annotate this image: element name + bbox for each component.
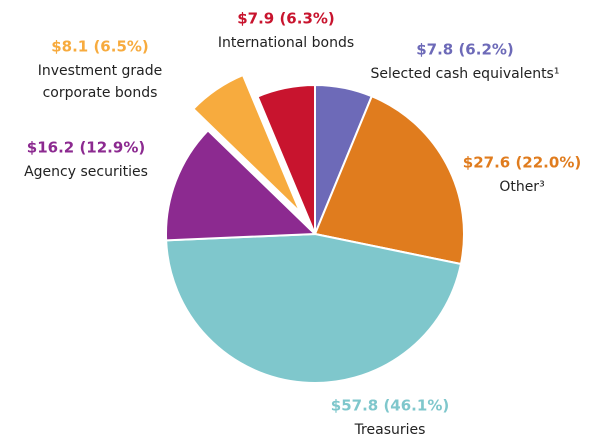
pie-slice [165,232,463,384]
pie-slice [313,94,465,266]
value-label: $16.2 (12.9%) [27,139,145,157]
category-label: International bonds [218,35,354,51]
value-label: $57.8 (46.1%) [331,397,449,415]
category-label-line: Agency securities [24,164,148,180]
value-label: $27.6 (22.0%) [463,154,581,172]
category-label-line: Treasuries [354,422,426,437]
category-label-line: Other³ [499,179,544,195]
value-label: $8.1 (6.5%) [51,38,149,56]
value-label: $7.8 (6.2%) [416,41,514,59]
category-label-line: corporate bonds [43,85,158,101]
value-label: $7.9 (6.3%) [237,10,335,28]
category-label: Agency securities [24,164,148,180]
pie-slice [165,128,318,242]
pie-slice [191,73,302,214]
category-label: Investment grade corporate bonds [38,63,162,101]
category-label-line: Investment grade [38,63,162,79]
category-label: Selected cash equivalents¹ [371,66,560,82]
category-label: Treasuries [354,422,426,437]
category-label-line: International bonds [218,35,354,51]
pie-slice [256,83,316,235]
category-label-line: Selected cash equivalents¹ [371,66,560,82]
category-label: Other³ [499,179,544,195]
